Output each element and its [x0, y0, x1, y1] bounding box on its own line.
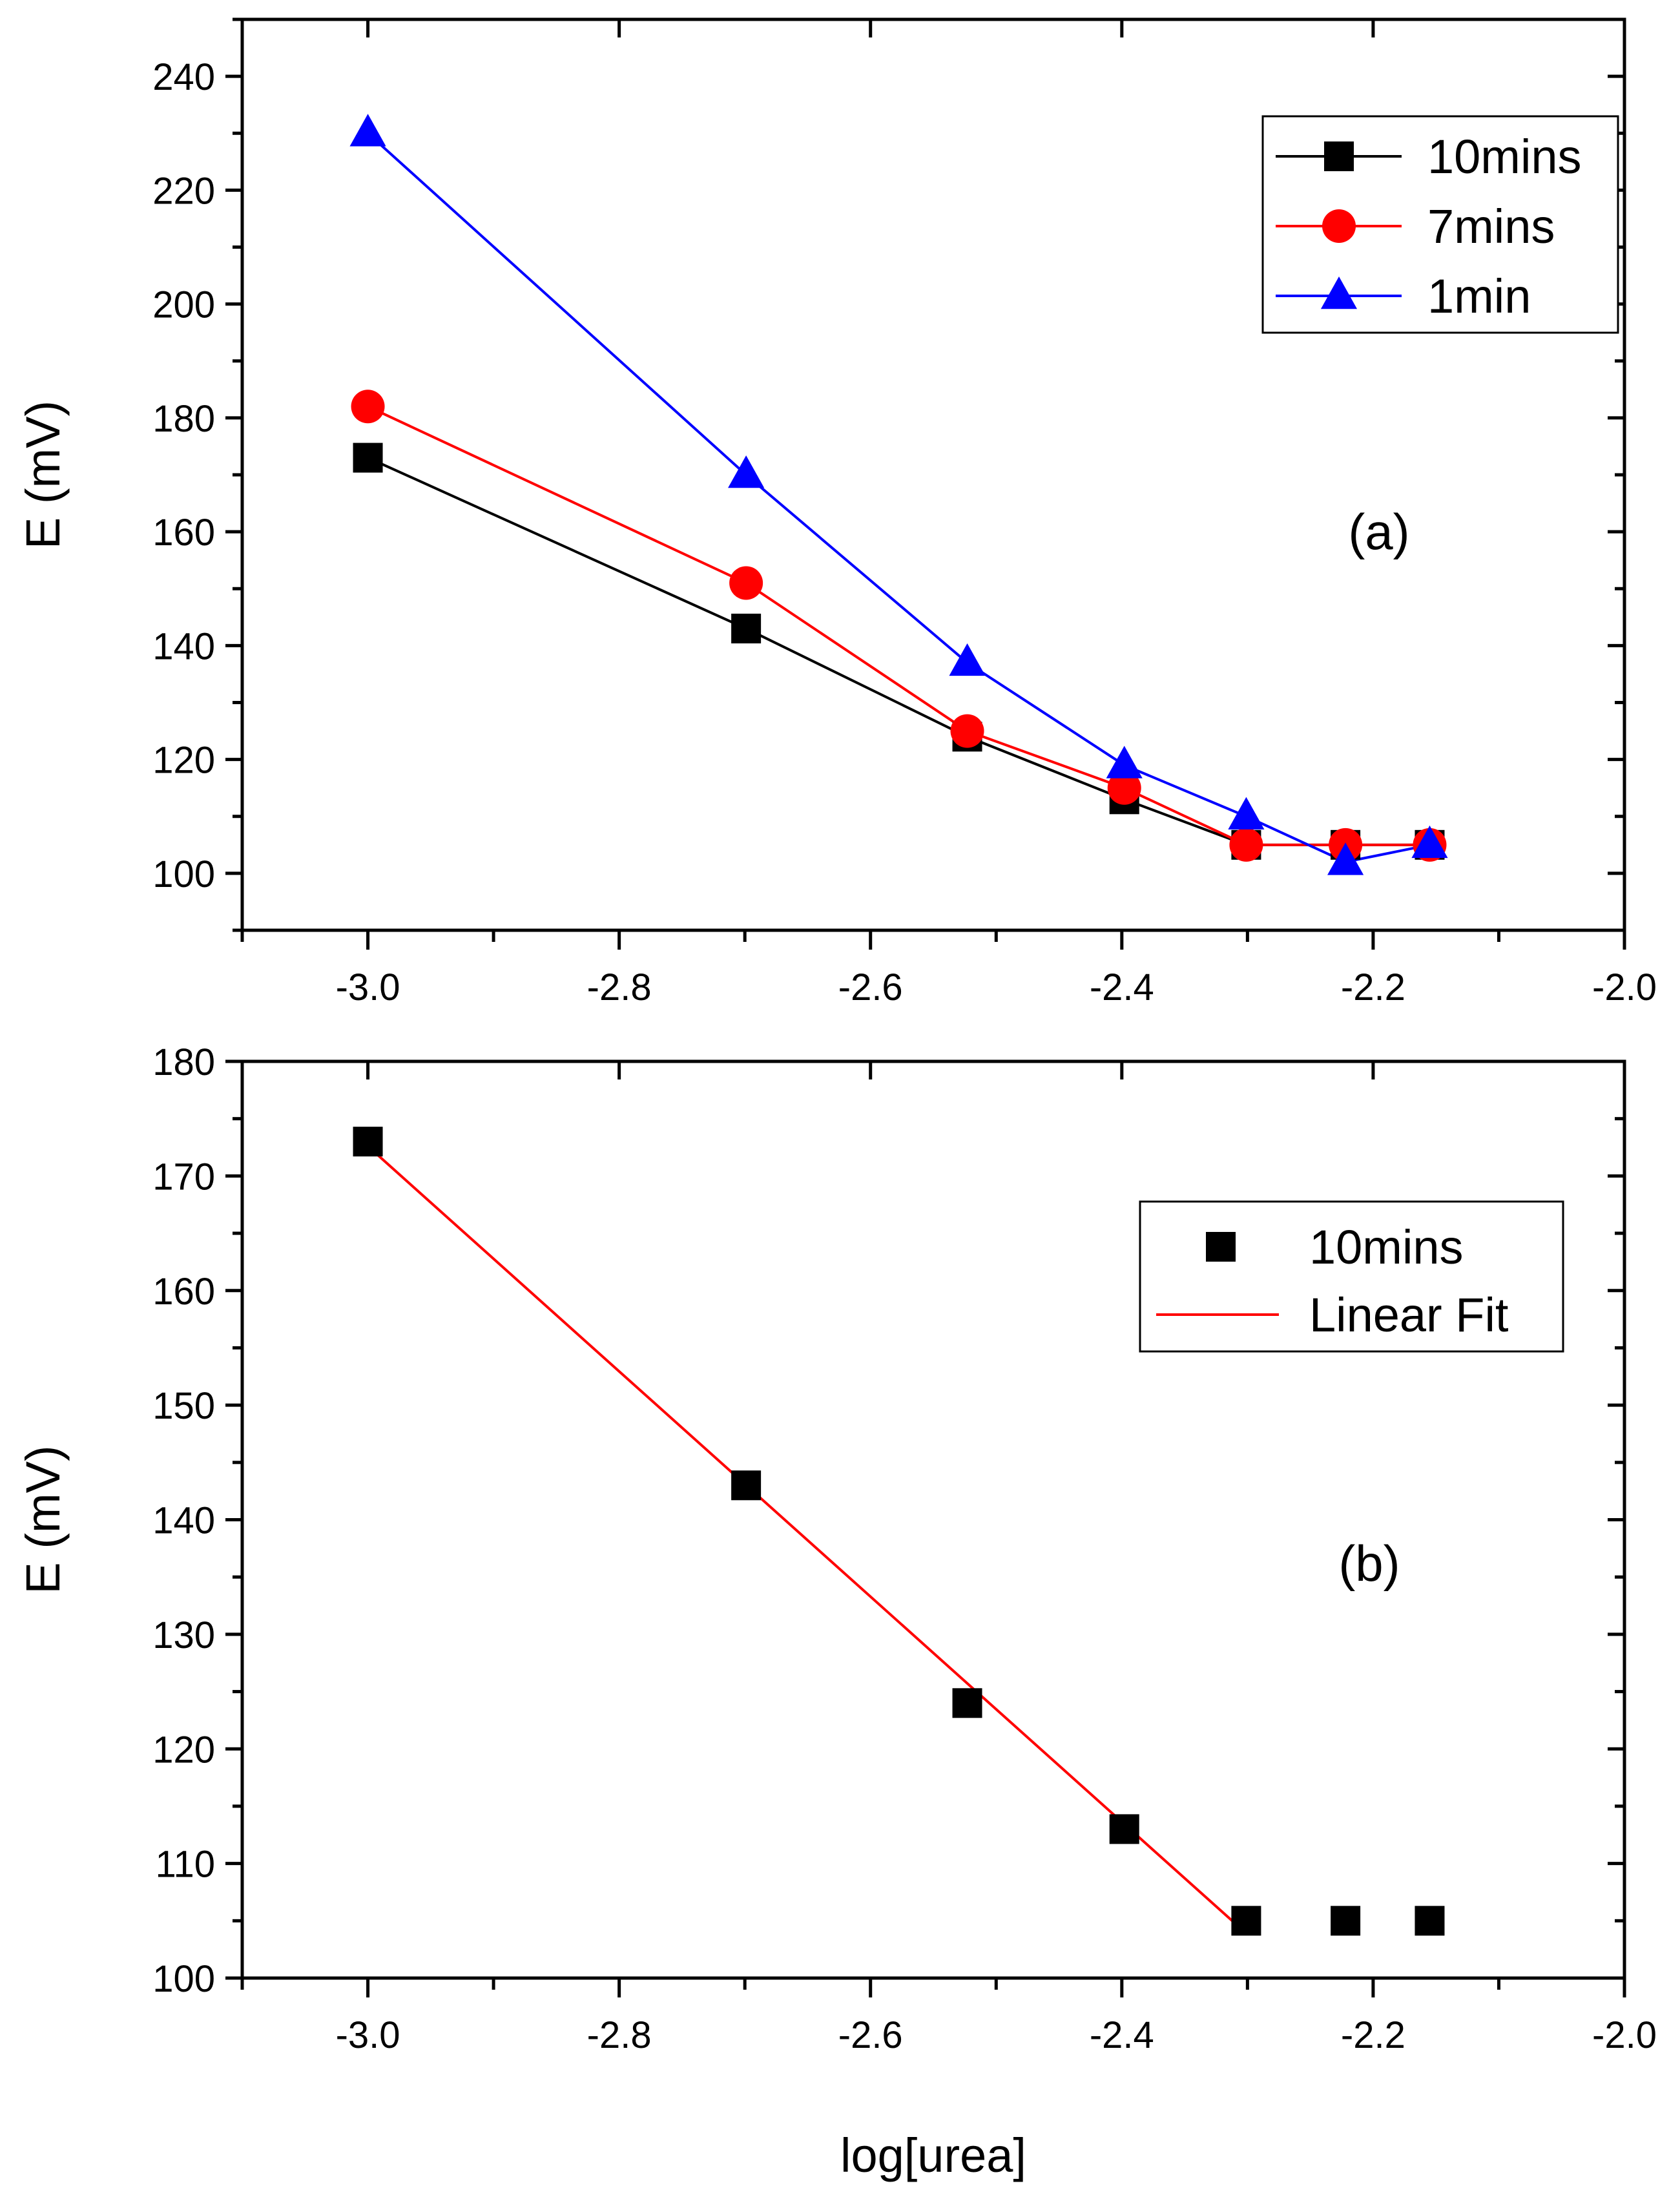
y-tick-label: 180 — [152, 398, 215, 440]
data-point-10mins — [353, 1127, 383, 1157]
y-tick-label: 120 — [152, 740, 215, 782]
y-tick-label: 150 — [152, 1385, 215, 1427]
series-line-7mins — [367, 405, 1430, 846]
legend-marker-10mins — [1324, 141, 1354, 171]
x-tick-label: -2.8 — [587, 966, 652, 1008]
x-tick-label: -2.0 — [1592, 966, 1657, 1008]
y-tick-label: 140 — [152, 1500, 215, 1542]
x-tick-label: -3.0 — [336, 2014, 400, 2056]
y-tick-label: 110 — [156, 1844, 215, 1886]
data-point-7mins — [1107, 771, 1141, 805]
data-point-7mins — [1229, 828, 1263, 862]
data-point-7mins — [351, 390, 385, 424]
data-point-1min — [1327, 842, 1364, 875]
data-point-10mins — [1331, 1906, 1361, 1936]
y-tick-label: 140 — [152, 625, 215, 667]
y-tick-label: 200 — [152, 284, 215, 326]
legend-marker-1min — [1320, 276, 1358, 309]
y-tick-label: 160 — [152, 512, 215, 554]
data-point-1min — [949, 643, 986, 676]
x-tick-label: -2.8 — [587, 2014, 652, 2056]
y-tick-label: 220 — [152, 170, 215, 212]
y-tick-label: 100 — [152, 853, 215, 895]
data-point-7mins — [950, 714, 984, 748]
data-point-10mins — [1415, 1906, 1445, 1936]
data-point-10mins — [952, 1688, 982, 1718]
data-point-10mins — [731, 1470, 762, 1501]
y-tick-label: 240 — [152, 56, 215, 98]
legend: 10mins 7mins 1min — [1261, 115, 1619, 334]
plot-frame — [240, 1059, 1626, 1980]
data-point-1min — [349, 114, 386, 147]
data-point-10mins — [353, 443, 383, 473]
x-tick-label: -2.6 — [838, 966, 903, 1008]
data-point-1min — [1411, 825, 1448, 859]
legend: 10mins Linear Fit — [1139, 1200, 1564, 1353]
linear-fit-line — [367, 1145, 1247, 1935]
series-line-10mins — [367, 456, 1430, 846]
legend-label: Linear Fit — [1309, 1288, 1509, 1342]
y-tick-label: 180 — [152, 1041, 215, 1083]
panel-a: -3.0 -2.8 -2.6 -2.4 -2.2 -2.0 100 120 140 160 180 2… — [16, 17, 1657, 1008]
panel-annotation: (b) — [1338, 1535, 1400, 1592]
y-tick-label: 120 — [152, 1729, 215, 1771]
legend-label: 1min — [1427, 269, 1531, 323]
x-tick-label: -2.4 — [1090, 966, 1154, 1008]
data-point-1min — [728, 455, 765, 488]
panel-annotation: (a) — [1348, 503, 1409, 560]
data-point-1min — [1228, 797, 1265, 830]
x-tick-label: -2.0 — [1592, 2014, 1657, 2056]
y-tick-label: 160 — [152, 1271, 215, 1313]
x-axis-label: log[urea] — [840, 2129, 1026, 2182]
y-axis-label: E (mV) — [16, 401, 70, 549]
legend-label: 10mins — [1427, 130, 1582, 183]
x-tick-label: -2.2 — [1341, 2014, 1405, 2056]
data-point-7mins — [729, 566, 763, 600]
data-point-10mins — [731, 613, 762, 643]
data-point-10mins — [1109, 1814, 1139, 1844]
data-point-10mins — [1231, 1906, 1261, 1936]
y-tick-label: 170 — [152, 1156, 215, 1198]
panel-b: -3.0 -2.8 -2.6 -2.4 -2.2 -2.0 100 110 120 130 140 1… — [16, 1041, 1657, 2182]
legend-box — [1139, 1200, 1564, 1353]
x-tick-label: -2.4 — [1090, 2014, 1154, 2056]
x-tick-label: -2.6 — [838, 2014, 903, 2056]
y-tick-label: 100 — [152, 1958, 215, 2000]
x-tick-label: -3.0 — [336, 966, 400, 1008]
x-tick-label: -2.2 — [1341, 966, 1405, 1008]
legend-marker-10mins — [1206, 1232, 1236, 1262]
y-tick-label: 130 — [152, 1614, 215, 1656]
y-axis-label: E (mV) — [16, 1445, 70, 1594]
legend-label: 7mins — [1427, 200, 1555, 253]
data-point-1min — [1106, 745, 1143, 778]
legend-marker-7mins — [1322, 209, 1356, 243]
legend-label: 10mins — [1309, 1220, 1464, 1274]
